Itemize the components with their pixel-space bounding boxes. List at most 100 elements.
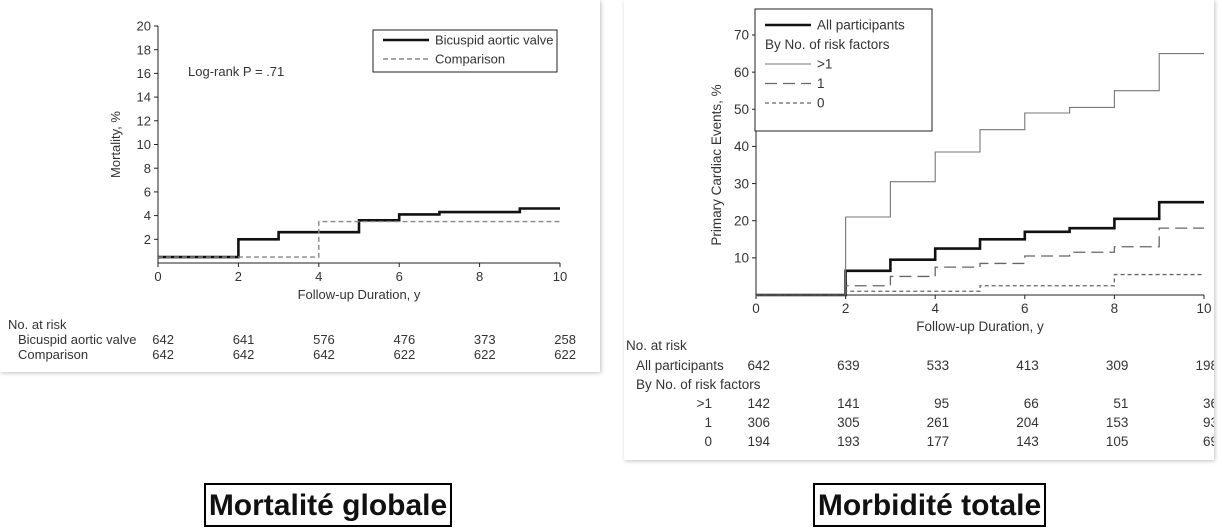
cardiac-risk-value: 305 bbox=[837, 415, 860, 430]
cardiac-y-tick-label: 30 bbox=[734, 176, 749, 191]
cardiac-series-line bbox=[756, 227, 1204, 296]
cardiac-y-tick-label: 40 bbox=[734, 139, 749, 154]
mortality-y-tick-label: 20 bbox=[137, 19, 151, 34]
mortality-y-tick-label: 2 bbox=[144, 232, 151, 247]
cardiac-risk-row-label: >1 bbox=[697, 396, 712, 411]
cardiac-y-tick-label: 20 bbox=[734, 213, 749, 228]
mortality-risk-value: 622 bbox=[554, 347, 576, 362]
cardiac-y-axis-label: Primary Cardiac Events, % bbox=[709, 84, 724, 245]
mortality-risk-value: 642 bbox=[152, 332, 174, 347]
mortality-annotation: Log-rank P = .71 bbox=[188, 64, 284, 79]
cardiac-y-tick-label: 50 bbox=[734, 102, 749, 117]
cardiac-x-axis-label: Follow-up Duration, y bbox=[916, 319, 1044, 334]
cardiac-risk-value: 105 bbox=[1106, 434, 1129, 449]
mortality-y-tick-label: 16 bbox=[137, 66, 151, 81]
cardiac-x-tick-label: 2 bbox=[842, 301, 850, 316]
mortality-series-line bbox=[158, 220, 560, 258]
mortality-series-line bbox=[158, 207, 560, 259]
cardiac-risk-value: 95 bbox=[934, 396, 949, 411]
mortality-y-axis-label: Mortality, % bbox=[108, 111, 123, 178]
cardiac-risk-value: 51 bbox=[1113, 396, 1128, 411]
cardiac-risk-value: 93 bbox=[1203, 415, 1214, 430]
mortality-legend-label: Bicuspid aortic valve bbox=[435, 33, 554, 48]
cardiac-series-line bbox=[756, 273, 1204, 296]
cardiac-legend-label: 0 bbox=[817, 96, 825, 111]
mortality-legend-box bbox=[372, 29, 558, 73]
mortality-x-axis-label: Follow-up Duration, y bbox=[298, 287, 421, 302]
cardiac-risk-value: 204 bbox=[1016, 415, 1039, 430]
cardiac-risk-title: No. at risk bbox=[626, 338, 687, 353]
mortality-x-tick-label: 6 bbox=[396, 269, 403, 284]
cardiac-risk-value: 153 bbox=[1106, 415, 1129, 430]
caption-mortalite: Mortalité globale bbox=[204, 483, 452, 527]
mortality-risk-value: 373 bbox=[474, 332, 496, 347]
cardiac-risk-value: 642 bbox=[747, 358, 770, 373]
cardiac-risk-value: 261 bbox=[927, 415, 950, 430]
cardiac-x-tick-label: 0 bbox=[752, 301, 760, 316]
cardiac-legend-box bbox=[754, 8, 933, 132]
cardiac-events-chart-panel: 10 20 30 40 50 60 70 0 2 4 6 8 10 Follow-up Duration,… bbox=[624, 0, 1214, 460]
mortality-y-tick-label: 10 bbox=[137, 137, 151, 152]
cardiac-risk-row-label: All participants bbox=[636, 358, 724, 373]
cardiac-risk-row-label: 0 bbox=[704, 434, 712, 449]
mortality-chart: 2 4 6 8 10 12 14 16 18 20 0 2 4 6 8 10 Follow-up Duratio… bbox=[8, 19, 576, 362]
mortality-y-tick-label: 18 bbox=[137, 42, 151, 57]
mortality-y-tick-label: 4 bbox=[144, 208, 151, 223]
mortality-x-tick-label: 8 bbox=[476, 269, 483, 284]
cardiac-legend-label: >1 bbox=[817, 57, 832, 72]
cardiac-x-tick-label: 4 bbox=[931, 301, 939, 316]
mortality-risk-value: 258 bbox=[554, 332, 576, 347]
cardiac-risk-value: 639 bbox=[837, 358, 860, 373]
mortality-x-tick-label: 0 bbox=[154, 269, 161, 284]
cardiac-risk-value: 198 bbox=[1195, 358, 1214, 373]
cardiac-risk-value: 533 bbox=[927, 358, 950, 373]
cardiac-legend-label: 1 bbox=[817, 76, 825, 91]
cardiac-x-tick-label: 6 bbox=[1021, 301, 1029, 316]
mortality-y-tick-label: 14 bbox=[137, 90, 151, 105]
mortality-x-tick-label: 4 bbox=[315, 269, 322, 284]
cardiac-risk-value: 306 bbox=[747, 415, 770, 430]
mortality-risk-value: 642 bbox=[152, 347, 174, 362]
mortality-risk-row-label: Bicuspid aortic valve bbox=[18, 332, 137, 347]
cardiac-risk-value: 141 bbox=[837, 396, 860, 411]
cardiac-risk-value: 194 bbox=[747, 434, 770, 449]
mortality-y-tick-label: 6 bbox=[144, 184, 151, 199]
cardiac-series-line bbox=[756, 53, 1204, 296]
cardiac-risk-value: 193 bbox=[837, 434, 860, 449]
cardiac-risk-value: 66 bbox=[1024, 396, 1039, 411]
cardiac-risk-value: 413 bbox=[1016, 358, 1039, 373]
cardiac-legend-label: All participants bbox=[817, 18, 905, 33]
cardiac-risk-value: 143 bbox=[1016, 434, 1039, 449]
cardiac-risk-subtitle: By No. of risk factors bbox=[636, 377, 761, 392]
mortality-risk-value: 642 bbox=[313, 347, 335, 362]
mortality-risk-value: 641 bbox=[233, 332, 255, 347]
mortality-risk-value: 476 bbox=[393, 332, 415, 347]
caption-morbidite: Morbidité totale bbox=[813, 483, 1046, 527]
mortality-x-tick-label: 2 bbox=[235, 269, 242, 284]
cardiac-legend-subtitle: By No. of risk factors bbox=[765, 37, 890, 52]
cardiac-risk-row-label: 1 bbox=[704, 415, 712, 430]
cardiac-y-tick-label: 70 bbox=[734, 28, 749, 43]
mortality-risk-value: 622 bbox=[393, 347, 415, 362]
mortality-legend-label: Comparison bbox=[435, 52, 505, 67]
mortality-risk-value: 622 bbox=[474, 347, 496, 362]
mortality-x-tick-label: 10 bbox=[553, 269, 567, 284]
cardiac-x-tick-label: 10 bbox=[1196, 301, 1211, 316]
mortality-risk-value: 576 bbox=[313, 332, 335, 347]
cardiac-y-tick-label: 60 bbox=[734, 65, 749, 80]
cardiac-risk-value: 309 bbox=[1106, 358, 1129, 373]
mortality-y-tick-label: 12 bbox=[137, 113, 151, 128]
cardiac-risk-value: 177 bbox=[927, 434, 950, 449]
mortality-risk-value: 642 bbox=[233, 347, 255, 362]
mortality-risk-row-label: Comparison bbox=[18, 347, 88, 362]
cardiac-y-tick-label: 10 bbox=[734, 251, 749, 266]
mortality-chart-panel: 2 4 6 8 10 12 14 16 18 20 0 2 4 6 8 10 Follow-up Duratio… bbox=[0, 0, 600, 372]
mortality-risk-title: No. at risk bbox=[8, 317, 67, 332]
cardiac-series-line bbox=[756, 200, 1204, 297]
cardiac-risk-value: 36 bbox=[1203, 396, 1214, 411]
cardiac-x-tick-label: 8 bbox=[1111, 301, 1119, 316]
mortality-y-tick-label: 8 bbox=[144, 161, 151, 176]
cardiac-risk-value: 69 bbox=[1203, 434, 1214, 449]
cardiac-risk-value: 142 bbox=[747, 396, 770, 411]
